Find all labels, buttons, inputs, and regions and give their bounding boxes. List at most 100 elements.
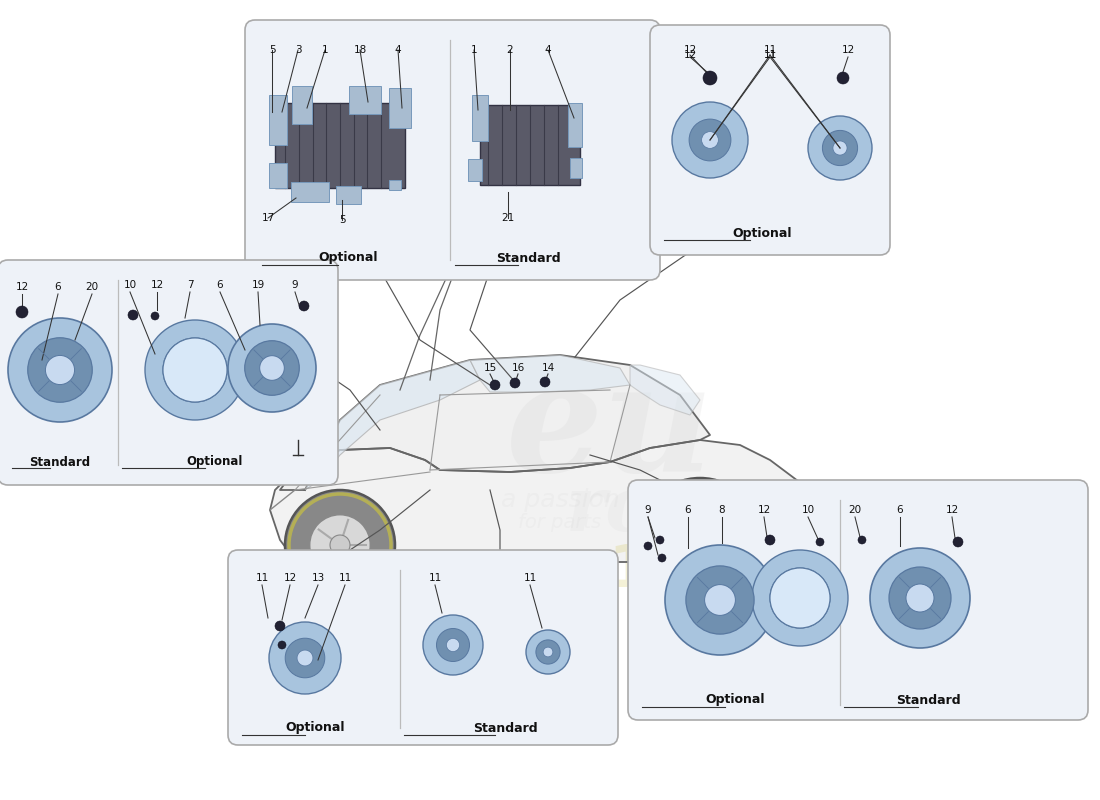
Wedge shape: [752, 550, 848, 646]
Text: 6: 6: [896, 505, 903, 515]
Text: Optional: Optional: [318, 251, 377, 265]
Text: 14: 14: [541, 363, 554, 373]
Circle shape: [906, 584, 934, 612]
Text: 19: 19: [252, 280, 265, 290]
FancyBboxPatch shape: [650, 25, 890, 255]
Circle shape: [688, 528, 712, 552]
FancyBboxPatch shape: [628, 480, 1088, 720]
Circle shape: [658, 554, 666, 562]
Text: 18: 18: [353, 45, 366, 55]
Circle shape: [823, 130, 858, 166]
Circle shape: [260, 356, 284, 380]
Circle shape: [540, 377, 550, 387]
Bar: [270, 162, 287, 187]
Circle shape: [278, 641, 286, 649]
Circle shape: [703, 71, 717, 85]
FancyBboxPatch shape: [228, 550, 618, 745]
Text: 11: 11: [763, 50, 777, 60]
Polygon shape: [270, 440, 820, 562]
Text: 12: 12: [151, 280, 164, 290]
Text: 9: 9: [645, 505, 651, 515]
Circle shape: [656, 536, 664, 544]
Text: 21: 21: [502, 213, 515, 223]
Text: 10: 10: [123, 280, 136, 290]
Text: eu: eu: [506, 355, 714, 505]
Text: 3: 3: [295, 45, 301, 55]
Text: 11: 11: [763, 45, 777, 55]
Text: 8: 8: [718, 505, 725, 515]
Text: 6: 6: [217, 280, 223, 290]
Text: 12: 12: [842, 45, 855, 55]
Text: 16: 16: [512, 363, 525, 373]
Text: a passion: a passion: [500, 488, 619, 512]
Bar: [349, 86, 381, 114]
Circle shape: [833, 141, 847, 155]
Circle shape: [764, 535, 776, 545]
Circle shape: [644, 542, 652, 550]
Text: 5: 5: [339, 215, 345, 225]
Text: 6: 6: [684, 505, 691, 515]
Text: Standard: Standard: [473, 722, 537, 734]
Text: Optional: Optional: [285, 722, 344, 734]
Circle shape: [870, 548, 970, 648]
Polygon shape: [630, 365, 700, 415]
Circle shape: [816, 538, 824, 546]
Circle shape: [8, 318, 112, 422]
Text: 5: 5: [268, 45, 275, 55]
Circle shape: [536, 640, 560, 664]
Circle shape: [285, 638, 324, 678]
Text: 11: 11: [428, 573, 441, 583]
Circle shape: [310, 514, 371, 575]
Bar: [570, 158, 582, 178]
Text: 4: 4: [395, 45, 402, 55]
Circle shape: [510, 378, 520, 388]
Text: 🏎: 🏎: [290, 553, 299, 567]
Circle shape: [228, 324, 316, 412]
Bar: [292, 182, 329, 202]
Text: for parts: for parts: [518, 513, 602, 531]
Circle shape: [299, 301, 309, 311]
Circle shape: [128, 310, 138, 320]
Bar: [336, 186, 361, 204]
Circle shape: [858, 536, 866, 544]
FancyBboxPatch shape: [245, 20, 660, 280]
Circle shape: [770, 568, 830, 628]
Circle shape: [151, 312, 160, 320]
Text: Optional: Optional: [187, 455, 243, 469]
Polygon shape: [305, 360, 480, 490]
Circle shape: [163, 338, 227, 402]
Circle shape: [285, 490, 395, 600]
Text: 15: 15: [483, 363, 496, 373]
Text: rospares: rospares: [565, 473, 935, 547]
Text: 20: 20: [86, 282, 99, 292]
Circle shape: [672, 102, 748, 178]
Text: 1: 1: [471, 45, 477, 55]
Polygon shape: [280, 355, 710, 490]
Circle shape: [638, 478, 762, 602]
Circle shape: [275, 621, 285, 631]
Bar: [480, 105, 580, 185]
FancyBboxPatch shape: [0, 260, 338, 485]
Text: 12: 12: [758, 505, 771, 515]
Text: Standard: Standard: [30, 455, 90, 469]
Circle shape: [45, 355, 75, 385]
Circle shape: [702, 132, 718, 148]
Circle shape: [437, 629, 470, 662]
Text: 11: 11: [524, 573, 537, 583]
Text: 9: 9: [292, 280, 298, 290]
Text: 12: 12: [284, 573, 297, 583]
Text: 12: 12: [15, 282, 29, 292]
Text: Standard: Standard: [496, 251, 560, 265]
Circle shape: [953, 537, 962, 547]
Text: 4: 4: [544, 45, 551, 55]
Bar: [270, 95, 287, 145]
Circle shape: [666, 506, 734, 574]
Bar: [275, 102, 405, 187]
Circle shape: [16, 306, 28, 318]
Circle shape: [666, 545, 776, 655]
Polygon shape: [470, 355, 630, 392]
Bar: [468, 159, 482, 181]
Text: 1: 1: [321, 45, 328, 55]
Text: 17: 17: [262, 213, 275, 223]
Text: Optional: Optional: [733, 226, 792, 239]
